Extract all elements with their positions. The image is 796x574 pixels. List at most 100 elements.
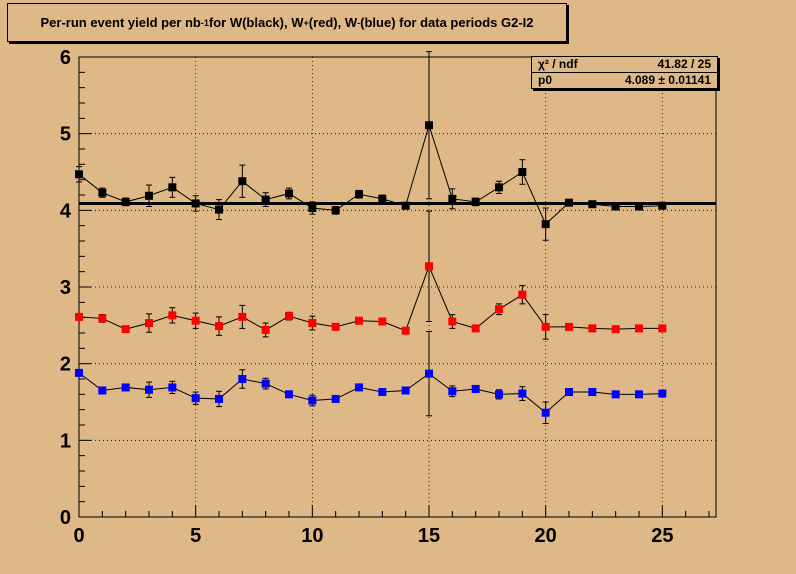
series-2-point bbox=[191, 394, 200, 403]
x-tick-label: 15 bbox=[418, 525, 440, 547]
series-0-point bbox=[471, 197, 480, 206]
series-1-point bbox=[541, 322, 550, 331]
series-0-point bbox=[611, 202, 620, 211]
series-1-point bbox=[98, 314, 107, 323]
series-0-point bbox=[401, 201, 410, 210]
series-1-point bbox=[471, 324, 480, 333]
series-1-point bbox=[355, 316, 363, 325]
series-1-point bbox=[215, 322, 223, 331]
series-1-point bbox=[518, 290, 527, 299]
series-2-point bbox=[98, 386, 107, 395]
chart-title: Per-run event yield per nb -1 for W(black… bbox=[7, 3, 567, 42]
series-1-point bbox=[331, 322, 340, 331]
series-1-point bbox=[635, 324, 643, 333]
title-mid-2: (red), W bbox=[308, 15, 358, 30]
series-1-point bbox=[261, 325, 270, 334]
series-1-point bbox=[238, 312, 247, 321]
series-0-point bbox=[98, 188, 107, 197]
plot-frame bbox=[78, 56, 717, 518]
series-0-point bbox=[308, 204, 317, 213]
x-tick-label: 25 bbox=[651, 525, 673, 547]
series-2-point bbox=[401, 386, 410, 395]
series-0-point bbox=[145, 191, 153, 200]
y-tick-label: 3 bbox=[60, 277, 71, 299]
series-0-point bbox=[588, 200, 597, 209]
series-1-point bbox=[588, 324, 597, 333]
series-1-point bbox=[425, 262, 433, 271]
y-tick-label: 4 bbox=[60, 200, 72, 222]
y-tick-label: 0 bbox=[60, 507, 71, 529]
series-1-point bbox=[495, 305, 503, 314]
series-0-point bbox=[425, 121, 433, 130]
stats-row-p0: p0 4.089 ± 0.01141 bbox=[532, 72, 717, 88]
stats-p0-value: 4.089 ± 0.01141 bbox=[625, 73, 711, 87]
series-2-point bbox=[378, 388, 387, 397]
y-tick-label: 1 bbox=[60, 430, 71, 452]
series-0-point bbox=[75, 170, 83, 179]
y-tick-label: 5 bbox=[60, 124, 71, 146]
series-2-point bbox=[121, 383, 130, 392]
x-tick-label: 10 bbox=[301, 525, 323, 547]
series-2-point bbox=[355, 383, 363, 392]
series-0-point bbox=[355, 190, 363, 199]
series-1-point bbox=[611, 325, 620, 334]
series-1-point bbox=[658, 324, 667, 333]
series-2-point bbox=[588, 388, 597, 397]
series-0-point bbox=[215, 205, 223, 214]
stats-chi2-value: 41.82 / 25 bbox=[657, 57, 711, 71]
series-0-point bbox=[658, 201, 667, 210]
series-2-point bbox=[495, 390, 503, 399]
series-0-point bbox=[331, 206, 340, 215]
series-1-point bbox=[285, 312, 293, 321]
series-2-point bbox=[425, 369, 433, 378]
title-sup-1: -1 bbox=[200, 17, 209, 28]
title-suffix: (blue) for data periods G2-I2 bbox=[360, 15, 534, 30]
series-2-point bbox=[215, 394, 223, 403]
stats-chi2-label: χ² / ndf bbox=[538, 57, 578, 71]
series-2-point bbox=[168, 383, 177, 392]
series-1-point bbox=[75, 312, 83, 321]
y-tick-label: 2 bbox=[60, 354, 71, 376]
series-0-point bbox=[168, 183, 177, 192]
series-1-point bbox=[168, 311, 177, 320]
series-0-point bbox=[518, 168, 527, 176]
stats-row-chi2: χ² / ndf 41.82 / 25 bbox=[538, 57, 711, 72]
series-2-point bbox=[308, 396, 317, 405]
x-tick-label: 0 bbox=[73, 525, 84, 547]
series-0-point bbox=[448, 194, 457, 203]
series-1-point bbox=[145, 319, 153, 328]
series-0-point bbox=[635, 202, 643, 211]
series-2-point bbox=[261, 379, 270, 388]
series-2-point bbox=[331, 394, 340, 403]
series-0-point bbox=[261, 195, 270, 204]
series-0-point bbox=[495, 183, 503, 192]
series-2-point bbox=[285, 390, 293, 399]
series-0-point bbox=[238, 177, 247, 186]
series-0-point bbox=[378, 194, 387, 203]
fit-stats-box: χ² / ndf 41.82 / 25 p0 4.089 ± 0.01141 bbox=[531, 56, 718, 89]
series-1-point bbox=[191, 316, 200, 325]
series-0-point bbox=[121, 197, 130, 206]
series-1-point bbox=[378, 317, 387, 326]
series-2-point bbox=[658, 389, 667, 398]
x-tick-label: 20 bbox=[535, 525, 557, 547]
x-tick-label: 5 bbox=[190, 525, 201, 547]
series-2-point bbox=[611, 390, 620, 399]
series-2-point bbox=[518, 389, 527, 398]
title-sup-3: - bbox=[357, 17, 361, 28]
series-2-point bbox=[565, 388, 573, 397]
series-0-point bbox=[285, 189, 293, 198]
series-0-point bbox=[565, 198, 573, 207]
series-1-point bbox=[308, 319, 317, 328]
series-1-point bbox=[565, 322, 573, 331]
series-0-point bbox=[541, 220, 550, 229]
series-1-point bbox=[121, 325, 130, 334]
y-tick-label: 6 bbox=[60, 47, 71, 69]
series-2-point bbox=[448, 387, 457, 396]
series-0-point bbox=[191, 199, 200, 208]
series-2-point bbox=[541, 408, 550, 417]
series-2-point bbox=[238, 375, 247, 383]
series-2-point bbox=[75, 368, 83, 377]
